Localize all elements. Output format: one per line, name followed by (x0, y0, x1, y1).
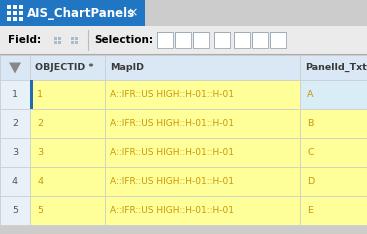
Bar (234, 32, 250, 48)
Bar (145, 0, 367, 26)
Bar (105, 167, 300, 196)
Bar (70, 37, 73, 40)
Bar (157, 32, 173, 48)
Bar (300, 55, 367, 80)
Bar (300, 80, 367, 109)
Bar (30, 167, 105, 196)
Text: PanelId_Txt: PanelId_Txt (305, 63, 367, 72)
Bar (0, 138, 30, 167)
Bar (300, 109, 367, 138)
Bar (0, 196, 30, 225)
Bar (0, 167, 30, 196)
Text: B: B (307, 119, 313, 128)
Text: A: A (307, 90, 313, 99)
Bar (0, 109, 30, 138)
Bar (105, 138, 300, 167)
Bar (75, 37, 77, 40)
Bar (175, 32, 191, 48)
Text: 4: 4 (37, 177, 43, 186)
Bar (0, 55, 30, 80)
Text: Field:: Field: (8, 35, 41, 45)
Bar (30, 109, 105, 138)
Text: A::IFR::US HIGH::H-01::H-01: A::IFR::US HIGH::H-01::H-01 (110, 177, 234, 186)
Bar (252, 32, 268, 48)
Text: C: C (307, 148, 314, 157)
Bar (214, 32, 230, 48)
Bar (157, 32, 173, 48)
Text: Selection:: Selection: (94, 35, 153, 45)
Bar (19, 17, 23, 21)
Bar (214, 32, 230, 48)
Text: E: E (307, 206, 313, 215)
Text: 5: 5 (37, 206, 43, 215)
Bar (105, 109, 300, 138)
Text: ×: × (128, 7, 138, 19)
Text: 2: 2 (37, 119, 43, 128)
Bar (13, 17, 17, 21)
Bar (7, 11, 11, 15)
Bar (0, 26, 367, 54)
Bar (300, 138, 367, 167)
Bar (0, 80, 30, 109)
Bar (30, 80, 33, 109)
Bar (58, 40, 61, 44)
Text: 3: 3 (37, 148, 43, 157)
Text: D: D (307, 177, 314, 186)
Bar (7, 5, 11, 9)
Bar (30, 80, 105, 109)
Bar (0, 0, 367, 30)
Text: OBJECTID *: OBJECTID * (35, 63, 94, 72)
Bar (19, 11, 23, 15)
Text: A::IFR::US HIGH::H-01::H-01: A::IFR::US HIGH::H-01::H-01 (110, 119, 234, 128)
Bar (13, 11, 17, 15)
Polygon shape (9, 62, 21, 73)
Bar (13, 5, 17, 9)
Bar (252, 32, 268, 48)
Bar (58, 37, 61, 40)
Bar (54, 37, 57, 40)
Bar (0, 0, 145, 26)
Text: MapID: MapID (110, 63, 144, 72)
Bar (105, 196, 300, 225)
Text: AIS_ChartPanels: AIS_ChartPanels (27, 7, 135, 19)
Text: A::IFR::US HIGH::H-01::H-01: A::IFR::US HIGH::H-01::H-01 (110, 90, 234, 99)
Bar (193, 32, 209, 48)
Text: 1: 1 (12, 90, 18, 99)
Bar (270, 32, 286, 48)
Bar (270, 32, 286, 48)
Bar (105, 55, 300, 80)
Bar (175, 32, 191, 48)
Text: 5: 5 (12, 206, 18, 215)
Bar (75, 40, 77, 44)
Bar (54, 40, 57, 44)
Bar (70, 40, 73, 44)
Bar (19, 5, 23, 9)
Text: 3: 3 (12, 148, 18, 157)
Text: 4: 4 (12, 177, 18, 186)
Bar (30, 138, 105, 167)
Bar (234, 32, 250, 48)
Bar (193, 32, 209, 48)
Bar (30, 196, 105, 225)
Text: 2: 2 (12, 119, 18, 128)
Text: A::IFR::US HIGH::H-01::H-01: A::IFR::US HIGH::H-01::H-01 (110, 148, 234, 157)
Bar (7, 17, 11, 21)
Bar (300, 167, 367, 196)
Bar (105, 80, 300, 109)
Bar (30, 55, 105, 80)
Text: A::IFR::US HIGH::H-01::H-01: A::IFR::US HIGH::H-01::H-01 (110, 206, 234, 215)
Bar (300, 196, 367, 225)
Text: 1: 1 (37, 90, 43, 99)
